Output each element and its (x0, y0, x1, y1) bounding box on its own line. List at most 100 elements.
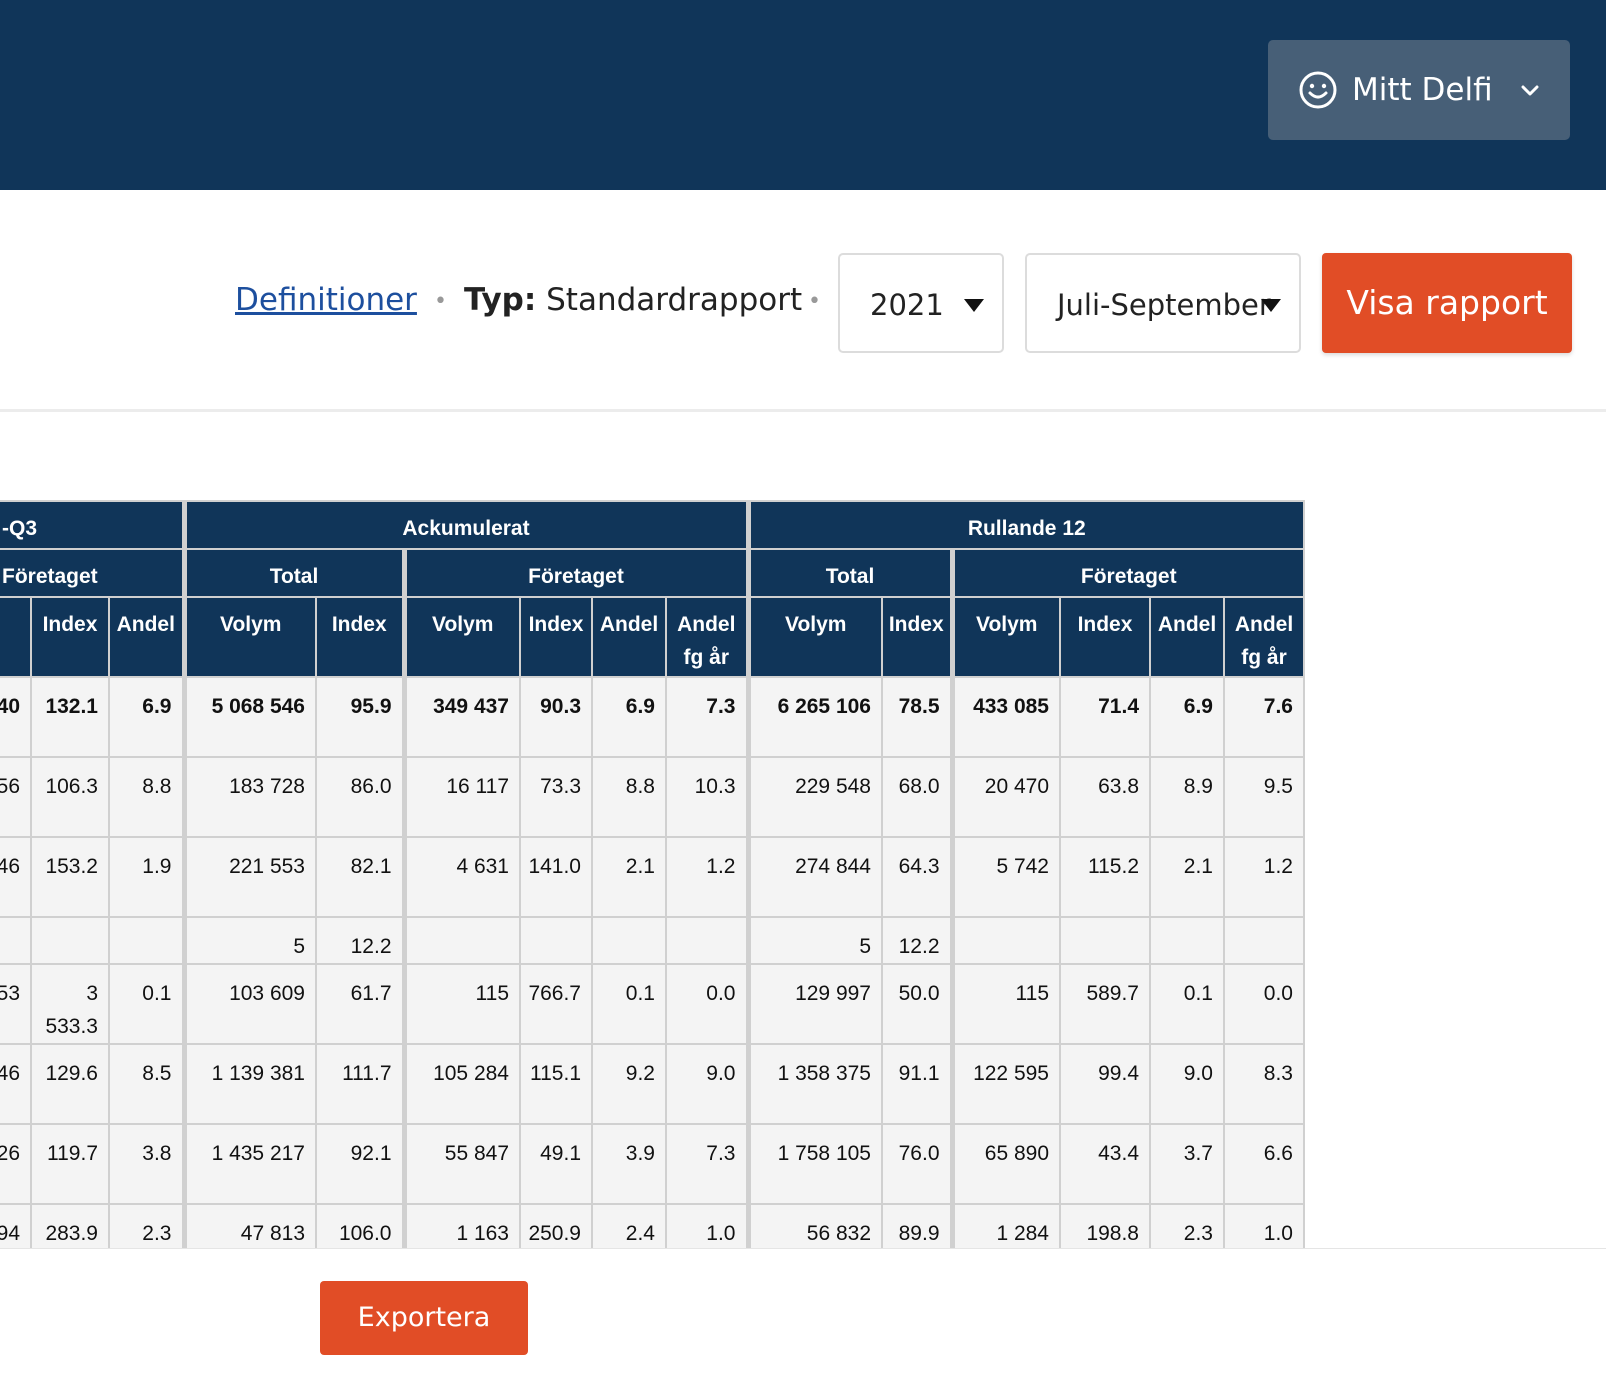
definitions-link[interactable]: Definitioner (235, 282, 417, 318)
column-header: Index (1059, 596, 1151, 678)
group-header-ackumulerat: Ackumulerat (181, 500, 749, 550)
report-table: -Q3 Ackumulerat Rullande 12 Företaget To… (0, 500, 1305, 1248)
table-cell: 0.0 (665, 963, 749, 1045)
column-header: Index (519, 596, 593, 678)
table-cell: 9.0 (1149, 1043, 1225, 1125)
table-cell: 5 742 (949, 836, 1061, 918)
sub-header-foretaget: Företaget (0, 548, 185, 598)
export-button[interactable]: Exportera (320, 1281, 528, 1355)
smiley-icon (1299, 71, 1337, 109)
table-cell: 78.5 (881, 676, 953, 758)
report-toolbar: Definitioner • Typ: Standardrapport • 20… (0, 190, 1606, 412)
table-cell: 250.9 (519, 1203, 593, 1248)
table-cell: 1 758 105 (745, 1123, 883, 1205)
table-cell: 3.9 (591, 1123, 667, 1205)
table-cell: 76.0 (881, 1123, 953, 1205)
table-cell: 71.4 (1059, 676, 1151, 758)
table-cell: 5 068 546 (181, 676, 317, 758)
period-select[interactable]: Juli-September (1025, 253, 1301, 353)
table-cell: 95.9 (315, 676, 405, 758)
table-cell: 132.1 (30, 676, 110, 758)
table-cell: 1.0 (665, 1203, 749, 1248)
table-cell: 198.8 (1059, 1203, 1151, 1248)
group-header-row: -Q3 Ackumulerat Rullande 12 (0, 500, 1305, 550)
caret-down-icon (1261, 299, 1281, 312)
report-type-label: Typ: (464, 282, 537, 318)
table-row: 94 283.9 2.3 47 813 106.0 1 163 250.9 2.4 1.0 56 … (0, 1203, 1305, 1248)
table-cell: 56 (0, 756, 32, 838)
table-row: 26 119.7 3.8 1 435 217 92.1 55 847 49.1 3.9 7.3 1… (0, 1123, 1305, 1205)
table-cell: 53 (0, 963, 32, 1045)
table-cell: 82.1 (315, 836, 405, 918)
table-cell (30, 916, 110, 965)
table-cell: 68.0 (881, 756, 953, 838)
separator-dot: • (808, 289, 821, 314)
table-cell: 92.1 (315, 1123, 405, 1205)
table-cell: 349 437 (401, 676, 521, 758)
table-cell (1059, 916, 1151, 965)
table-cell: 7.3 (665, 676, 749, 758)
table-cell: 119.7 (30, 1123, 110, 1205)
sub-header-foretaget: Företaget (949, 548, 1305, 598)
table-cell: 2.3 (108, 1203, 185, 1248)
table-cell: 2.4 (591, 1203, 667, 1248)
table-cell: 47 813 (181, 1203, 317, 1248)
table-cell: 7.3 (665, 1123, 749, 1205)
table-cell: 56 832 (745, 1203, 883, 1248)
table-cell: 0.1 (1149, 963, 1225, 1045)
table-row: 53 3 533.3 0.1 103 609 61.7 115 766.7 0.1 0.0 129… (0, 963, 1305, 1045)
table-cell: 40 (0, 676, 32, 758)
table-cell: 86.0 (315, 756, 405, 838)
table-cell: 94 (0, 1203, 32, 1248)
table-cell: 46 (0, 1043, 32, 1125)
show-report-button[interactable]: Visa rapport (1322, 253, 1572, 353)
column-header-row: Index Andel Volym Index Volym Index Ande… (0, 596, 1305, 678)
group-header-q3: -Q3 (0, 500, 185, 550)
sub-header-foretaget: Företaget (401, 548, 749, 598)
table-cell: 1.0 (1223, 1203, 1305, 1248)
table-cell (519, 916, 593, 965)
group-header-rullande-12: Rullande 12 (745, 500, 1305, 550)
chevron-down-icon (1521, 85, 1539, 96)
column-header: Index (30, 596, 110, 678)
separator-dot: • (434, 289, 447, 314)
column-header (0, 596, 32, 678)
table-cell: 589.7 (1059, 963, 1151, 1045)
table-cell: 106.3 (30, 756, 110, 838)
table-cell: 61.7 (315, 963, 405, 1045)
table-cell (665, 916, 749, 965)
table-cell: 49.1 (519, 1123, 593, 1205)
year-select[interactable]: 2021 (838, 253, 1004, 353)
account-menu-button[interactable]: Mitt Delfi (1268, 40, 1570, 140)
table-cell: 9.2 (591, 1043, 667, 1125)
table-cell: 64.3 (881, 836, 953, 918)
column-header: Andel (1149, 596, 1225, 678)
table-cell: 43.4 (1059, 1123, 1151, 1205)
sub-header-total: Total (181, 548, 405, 598)
table-cell: 20 470 (949, 756, 1061, 838)
sub-header-row: Företaget Total Företaget Total Företage… (0, 548, 1305, 598)
table-cell: 91.1 (881, 1043, 953, 1125)
table-cell (0, 916, 32, 965)
table-cell: 111.7 (315, 1043, 405, 1125)
table-cell: 1.2 (1223, 836, 1305, 918)
report-type: Typ: Standardrapport (464, 280, 802, 320)
table-cell: 1 284 (949, 1203, 1061, 1248)
report-table-scroll[interactable]: -Q3 Ackumulerat Rullande 12 Företaget To… (0, 500, 1320, 1248)
column-header: Index (315, 596, 405, 678)
table-cell: 183 728 (181, 756, 317, 838)
table-cell: 3.7 (1149, 1123, 1225, 1205)
sub-header-total: Total (745, 548, 953, 598)
table-cell: 16 117 (401, 756, 521, 838)
table-cell: 10.3 (665, 756, 749, 838)
column-header: Volym (401, 596, 521, 678)
table-cell: 8.5 (108, 1043, 185, 1125)
table-cell (949, 916, 1061, 965)
table-cell: 63.8 (1059, 756, 1151, 838)
table-cell: 153.2 (30, 836, 110, 918)
table-cell: 5 (745, 916, 883, 965)
table-cell: 73.3 (519, 756, 593, 838)
table-cell: 89.9 (881, 1203, 953, 1248)
table-cell: 129.6 (30, 1043, 110, 1125)
report-type-value: Standardrapport (546, 282, 803, 318)
